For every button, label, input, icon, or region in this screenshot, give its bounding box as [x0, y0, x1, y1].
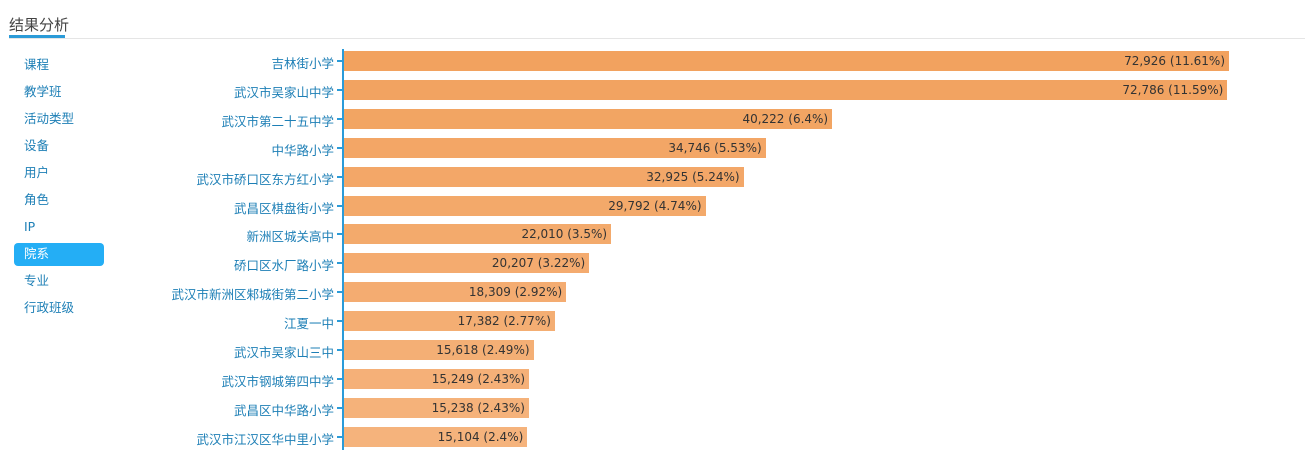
data-label: 29,792 (4.74%): [608, 198, 702, 213]
title-underline: [9, 35, 65, 39]
axis-tick: [337, 320, 342, 323]
page-title: 结果分析: [9, 16, 70, 34]
axis-tick: [337, 262, 342, 265]
axis-tick: [337, 406, 342, 409]
category-label: 武汉市硚口区东方红小学: [196, 171, 334, 187]
axis-tick: [337, 233, 342, 236]
category-label: 武汉市钢城第四中学: [221, 373, 334, 389]
sidebar-item[interactable]: 课程: [24, 57, 50, 72]
data-label: 15,104 (2.4%): [437, 429, 524, 444]
data-label: 34,746 (5.53%): [668, 140, 762, 155]
bar[interactable]: 34,746 (5.53%): [344, 137, 766, 158]
data-label: 15,249 (2.43%): [431, 371, 526, 386]
bar[interactable]: 20,207 (3.22%): [344, 253, 590, 274]
data-label: 32,925 (5.24%): [646, 169, 740, 184]
category-label: 中华路小学: [271, 142, 334, 158]
bar[interactable]: 72,926 (11.61%): [344, 51, 1229, 71]
axis-tick: [337, 117, 342, 120]
category-label: 江夏一中: [283, 316, 334, 332]
sidebar-item[interactable]: 角色: [24, 192, 50, 207]
sidebar: 课程教学班活动类型设备用户角色 IP 院系专业行政班级: [14, 54, 104, 324]
y-axis-line: [342, 49, 344, 450]
sidebar-item[interactable]: 设备: [24, 138, 50, 153]
axis-tick: [337, 291, 342, 294]
axis-tick: [337, 377, 342, 380]
bar[interactable]: 72,786 (11.59%): [344, 79, 1228, 100]
data-label: 17,382 (2.77%): [457, 314, 551, 329]
sidebar-item[interactable]: 教学班: [24, 84, 62, 99]
bar[interactable]: 15,238 (2.43%): [344, 397, 529, 418]
category-label: 武汉市吴家山三中: [233, 345, 334, 360]
bar[interactable]: 15,618 (2.49%): [344, 340, 534, 360]
bar[interactable]: 22,010 (3.5%): [344, 224, 612, 245]
bar[interactable]: 32,925 (5.24%): [344, 166, 744, 187]
category-label: 吉林街小学: [271, 56, 334, 71]
data-label: 18,309 (2.92%): [468, 285, 563, 300]
sidebar-item[interactable]: IP: [24, 219, 36, 234]
axis-tick: [337, 349, 342, 351]
axis-tick: [337, 204, 342, 207]
header-divider: [9, 38, 1305, 39]
category-label: 武汉市新洲区邾城街第二小学: [171, 287, 334, 303]
category-label: 武汉市江汉区华中里小学: [196, 431, 334, 447]
bar[interactable]: 40,222 (6.4%): [344, 108, 833, 129]
axis-tick: [337, 146, 342, 149]
data-label: 40,222 (6.4%): [742, 111, 829, 126]
data-label: 72,786 (11.59%): [1122, 82, 1224, 97]
category-label: 武汉市第二十五中学: [221, 113, 334, 129]
bar[interactable]: 29,792 (4.74%): [344, 195, 706, 216]
bar[interactable]: 18,309 (2.92%): [344, 282, 567, 303]
data-label: 20,207 (3.22%): [491, 256, 586, 271]
axis-tick: [337, 88, 342, 91]
data-label: 72,926 (11.61%): [1124, 54, 1225, 68]
data-label: 15,618 (2.49%): [436, 343, 530, 357]
data-label: 22,010 (3.5%): [521, 227, 608, 242]
axis-tick: [337, 435, 342, 438]
sidebar-item[interactable]: 活动类型: [24, 111, 75, 126]
category-label: 武汉市吴家山中学: [233, 84, 334, 100]
sidebar-item[interactable]: 用户: [24, 165, 50, 180]
category-label: 硚口区水厂路小学: [233, 258, 334, 274]
bar[interactable]: 17,382 (2.77%): [344, 311, 555, 332]
sidebar-item[interactable]: 院系: [14, 243, 104, 266]
sidebar-item[interactable]: 行政班级: [24, 300, 75, 315]
axis-tick: [337, 175, 342, 178]
sidebar-item[interactable]: 专业: [24, 273, 50, 288]
bar[interactable]: 15,104 (2.4%): [344, 426, 528, 447]
category-label: 武昌区中华路小学: [233, 402, 334, 418]
data-label: 15,238 (2.43%): [431, 400, 525, 415]
category-label: 武昌区棋盘街小学: [233, 200, 334, 216]
category-label: 新洲区城关高中: [246, 229, 334, 245]
axis-tick: [337, 60, 342, 62]
bar[interactable]: 15,249 (2.43%): [344, 368, 530, 389]
